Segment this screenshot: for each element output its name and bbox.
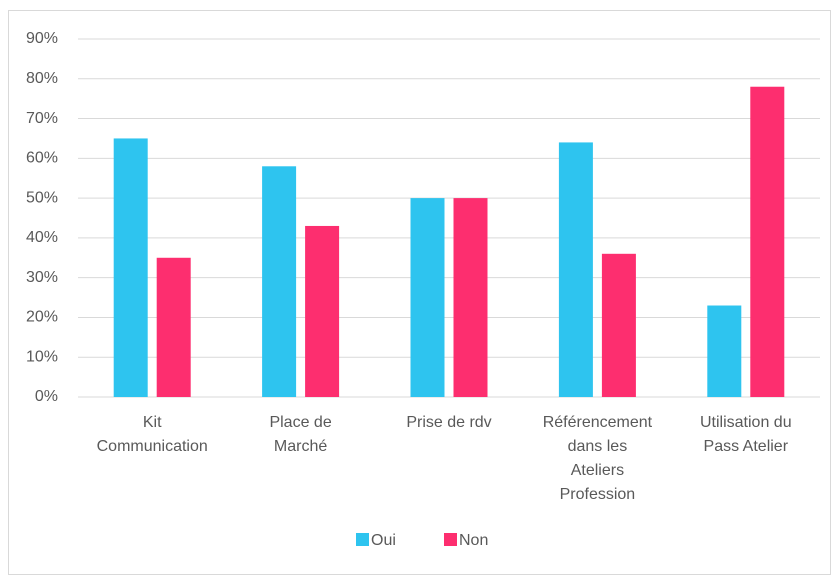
bar <box>601 253 636 397</box>
y-tick-label: 90% <box>26 30 58 47</box>
legend-label: Non <box>459 532 488 549</box>
bar <box>750 86 785 397</box>
bar <box>707 305 742 397</box>
y-tick-label: 60% <box>26 150 58 167</box>
y-tick-label: 70% <box>26 110 58 127</box>
x-tick-label: Kit Communication <box>97 414 208 455</box>
x-tick-label: Place de Marché <box>269 414 331 455</box>
legend-swatch <box>444 533 457 546</box>
y-tick-label: 10% <box>26 348 58 365</box>
bar <box>156 257 191 397</box>
bar <box>410 198 445 397</box>
y-tick-label: 20% <box>26 309 58 326</box>
bar <box>453 198 488 397</box>
x-tick-label: Prise de rdv <box>406 414 491 431</box>
legend-swatch <box>356 533 369 546</box>
legend-label: Oui <box>371 532 396 549</box>
x-tick-label: Utilisation du Pass Atelier <box>700 414 792 455</box>
bar <box>305 225 340 397</box>
bar <box>558 142 593 397</box>
bar <box>262 166 297 397</box>
y-tick-label: 40% <box>26 229 58 246</box>
y-tick-label: 0% <box>35 388 58 405</box>
x-tick-label: Référencement dans les Ateliers Profession <box>543 414 653 503</box>
y-tick-label: 50% <box>26 189 58 206</box>
y-tick-label: 30% <box>26 269 58 286</box>
bar <box>113 138 148 397</box>
y-tick-label: 80% <box>26 70 58 87</box>
